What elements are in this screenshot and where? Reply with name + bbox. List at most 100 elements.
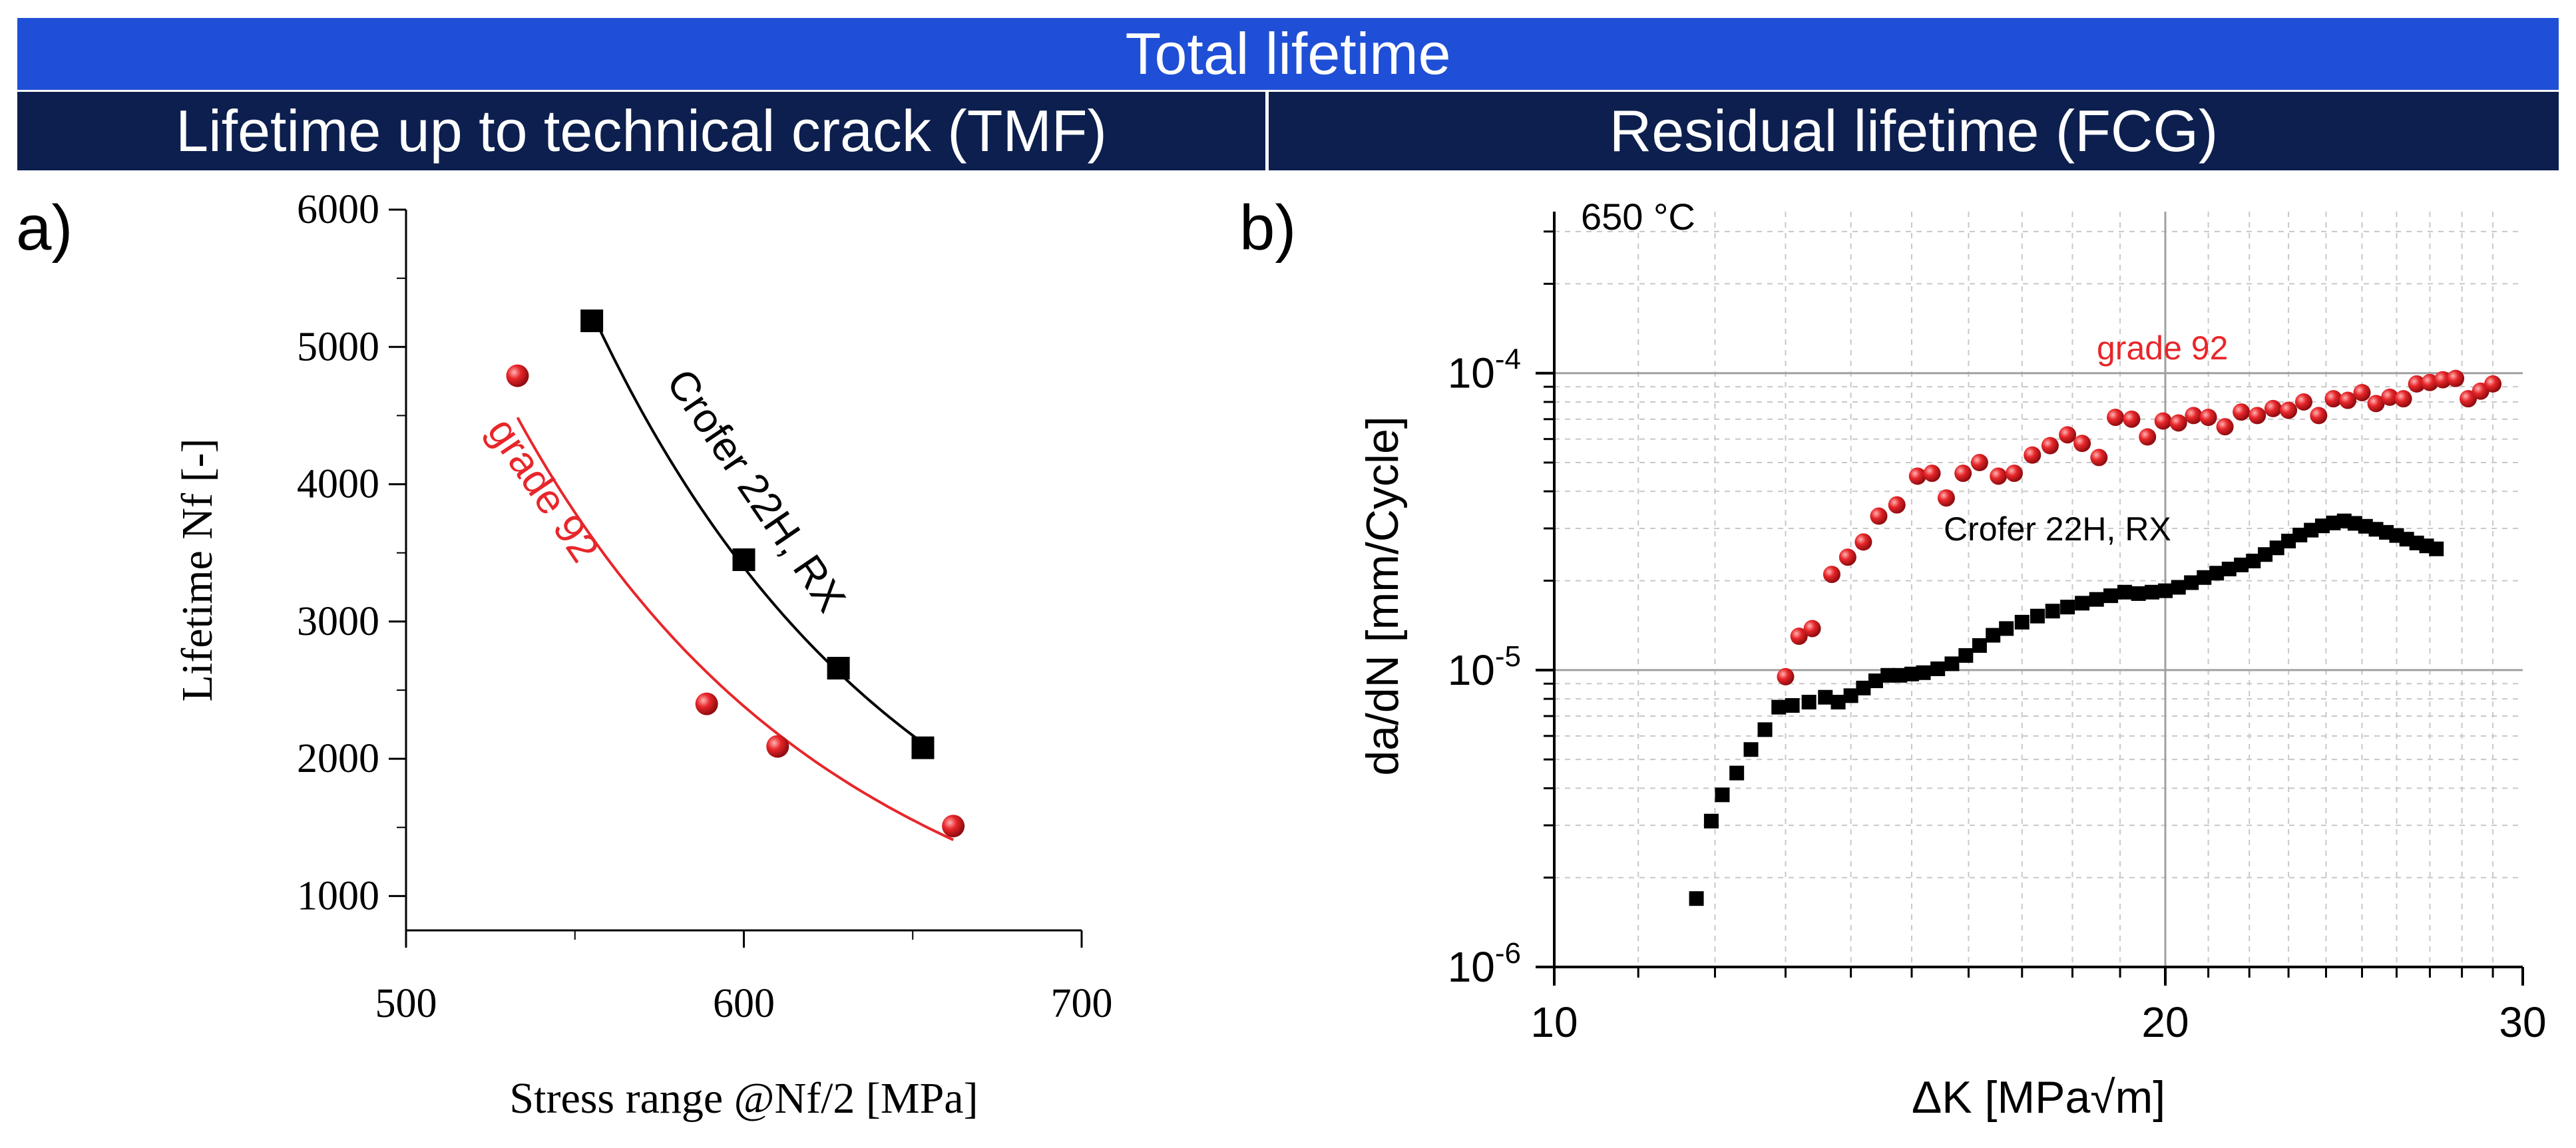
data-point-crofer-b [2117,584,2133,600]
data-point-crofer-b [1999,621,2014,636]
data-point-grade92-b [1888,496,1906,514]
series-label-grade92-b: grade 92 [2097,329,2228,367]
data-point-grade92-b [2353,383,2371,401]
data-point-crofer-b [2184,575,2199,590]
data-point-crofer-b [2314,518,2330,534]
data-point-grade92-b [2381,388,2399,406]
data-point-grade92-b [2294,393,2312,411]
fit-curve-grade92 [516,417,955,841]
data-point-crofer-b [2246,553,2261,568]
x-axis-label-b: ΔK [MPa√m] [1912,1072,2165,1123]
data-point-crofer-b [2014,614,2030,630]
data-point-crofer-b [2269,540,2284,556]
data-point-grade92 [766,735,789,758]
data-point-crofer-b [2292,527,2308,542]
data-point-grade92-b [2169,414,2187,432]
data-point-grade92-b [2216,418,2234,436]
data-point-grade92-b [1854,533,1872,551]
series-label-crofer-b: Crofer 22H, RX [1944,510,2171,548]
x-tick-label-b: 20 [2141,998,2189,1046]
data-point-crofer-b [2304,522,2319,538]
data-point-grade92-b [2123,410,2141,428]
data-point-crofer-b [1944,656,1960,671]
data-point-crofer-b [1880,668,1896,683]
data-point-grade92-b [2460,390,2477,408]
data-point-crofer-b [1904,666,1919,681]
data-point-grade92-b [1838,548,1856,566]
data-point-crofer-b [2221,561,2237,576]
data-point-grade92-b [2249,407,2266,425]
data-point-grade92-b [2280,401,2298,419]
data-point-grade92-b [2408,375,2426,393]
data-point-crofer-b [1892,668,1908,683]
data-point-crofer [732,548,755,572]
data-point-grade92-b [1803,620,1821,638]
data-point-grade92-b [2233,403,2251,421]
data-point-grade92-b [1870,507,1888,525]
data-point-grade92 [695,692,718,715]
data-point-grade92-b [2090,449,2108,467]
data-point-grade92-b [2434,371,2452,389]
data-point-grade92-b [1923,465,1941,482]
data-point-crofer-b [2045,604,2060,619]
data-point-grade92-b [2154,412,2172,430]
data-point-crofer [827,656,850,679]
data-point-grade92-b [2139,428,2157,446]
chart-b-fcg-rate: b) 10-6 10-5 10-4 10 20 30 ΔK [MPa√m] da/dN [mm/… [1239,192,2547,1123]
y-tick-label-a: 1000 [297,873,379,918]
data-point-crofer-b [2281,533,2296,548]
data-point-grade92-b [1777,668,1795,685]
data-point-grade92-b [2447,369,2465,387]
data-point-grade92-b [1908,467,1926,485]
data-point-crofer-b [1729,765,1745,781]
data-point-grade92 [942,815,965,838]
tmf-banner: Lifetime up to technical crack (TMF) [17,92,1265,170]
data-point-grade92-b [2006,465,2024,482]
total-lifetime-title: Total lifetime [1125,21,1451,87]
data-point-crofer [580,309,604,333]
data-point-crofer-b [2258,547,2273,562]
data-point-grade92-b [2041,437,2059,455]
data-point-grade92-b [2264,399,2282,417]
data-point-grade92-b [1790,628,1808,646]
data-point-crofer-b [1703,813,1719,829]
y-tick-label-a: 4000 [297,462,379,507]
data-point-grade92-b [1970,454,1988,472]
x-axis-label-a: Stress range @Nf/2 [MPa] [509,1074,978,1123]
y-tick-label-a: 5000 [297,324,379,369]
x-tick-label-a: 500 [375,981,437,1026]
data-point-crofer-b [1757,722,1773,737]
y-tick-label-b: 10-6 [1448,937,1521,991]
data-point-grade92-b [2073,435,2091,453]
fcg-title: Residual lifetime (FCG) [1609,98,2219,164]
data-point-crofer-b [1868,673,1883,689]
panel-label-b: b) [1239,192,1296,264]
data-point-grade92-b [2024,446,2041,464]
data-point-crofer-b [1689,891,1704,906]
data-point-grade92-b [2421,373,2439,391]
x-tick-label-b: 10 [1530,998,1578,1046]
data-point-crofer-b [2075,596,2090,611]
data-point-crofer-b [1986,628,2001,643]
data-point-crofer-b [1715,787,1730,803]
data-point-grade92-b [2367,395,2385,413]
data-point-crofer-b [2103,588,2119,604]
data-point-crofer-b [2131,586,2146,601]
data-point-crofer-b [2158,583,2173,598]
data-point-crofer-b [1830,695,1846,710]
data-point-crofer-b [2197,570,2212,585]
data-point-grade92-b [2339,391,2357,409]
data-point-crofer-b [2234,557,2249,572]
data-point-crofer-b [2030,608,2045,624]
data-point-grade92-b [1937,489,1955,507]
chart-a-tmf-lifetime: a) 1000 2000 3000 4000 5000 6000 500 600 700 Stres… [16,187,1113,1123]
data-point-grade92-b [2199,409,2217,427]
data-point-crofer-b [1958,648,1974,663]
data-point-crofer-b [1856,680,1871,695]
data-point-grade92-b [1990,467,2008,485]
data-point-crofer-b [1771,699,1787,715]
data-point-grade92-b [2394,390,2412,408]
data-point-crofer-b [1801,695,1817,710]
x-tick-label-a: 600 [713,981,775,1026]
y-axis-label-a: Lifetime Nf [-] [173,439,222,702]
